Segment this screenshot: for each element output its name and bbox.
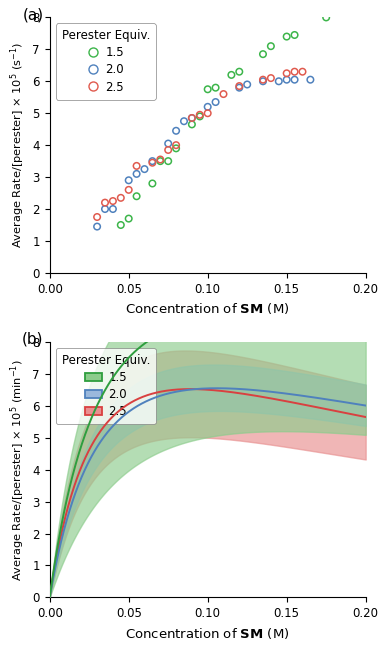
Point bbox=[189, 119, 195, 130]
Point bbox=[260, 49, 266, 59]
Point bbox=[110, 196, 116, 206]
Point bbox=[236, 66, 242, 77]
Point bbox=[165, 138, 171, 149]
Point bbox=[197, 110, 203, 120]
Point bbox=[126, 214, 132, 224]
Point bbox=[149, 158, 156, 168]
Point bbox=[102, 197, 108, 208]
Point bbox=[134, 161, 140, 171]
Point bbox=[268, 73, 274, 83]
Point bbox=[212, 82, 219, 93]
Point bbox=[118, 220, 124, 230]
Point bbox=[173, 126, 179, 136]
Legend: 1.5, 2.0, 2.5: 1.5, 2.0, 2.5 bbox=[56, 23, 156, 99]
Point bbox=[126, 175, 132, 186]
Point bbox=[284, 75, 290, 85]
Point bbox=[291, 30, 298, 40]
Point bbox=[173, 143, 179, 154]
Point bbox=[157, 156, 163, 166]
Point bbox=[134, 169, 140, 179]
Point bbox=[118, 193, 124, 203]
Text: (b): (b) bbox=[22, 332, 43, 347]
Point bbox=[260, 76, 266, 86]
Point bbox=[165, 145, 171, 155]
Point bbox=[220, 89, 226, 99]
Point bbox=[291, 66, 298, 77]
Point bbox=[236, 81, 242, 92]
Point bbox=[110, 204, 116, 214]
Point bbox=[102, 204, 108, 214]
Point bbox=[165, 156, 171, 166]
Point bbox=[323, 12, 329, 23]
Point bbox=[307, 75, 313, 85]
Point bbox=[181, 116, 187, 127]
Point bbox=[300, 66, 306, 77]
Point bbox=[141, 164, 147, 175]
Point bbox=[205, 84, 211, 95]
Legend: 1.5, 2.0, 2.5: 1.5, 2.0, 2.5 bbox=[56, 348, 156, 424]
Point bbox=[291, 75, 298, 85]
X-axis label: Concentration of $\mathbf{SM}$ (M): Concentration of $\mathbf{SM}$ (M) bbox=[125, 626, 290, 641]
Point bbox=[228, 69, 235, 80]
Point bbox=[189, 113, 195, 123]
Point bbox=[205, 102, 211, 112]
Point bbox=[236, 82, 242, 93]
Point bbox=[94, 221, 100, 232]
Text: (a): (a) bbox=[22, 7, 43, 22]
Point bbox=[276, 76, 282, 86]
Point bbox=[149, 156, 156, 166]
Point bbox=[126, 185, 132, 195]
Point bbox=[268, 41, 274, 51]
Point bbox=[173, 140, 179, 151]
Y-axis label: Average Rate/[perester] $\times$ 10$^5$ (min$^{-1}$): Average Rate/[perester] $\times$ 10$^5$ … bbox=[9, 359, 27, 581]
Point bbox=[212, 97, 219, 107]
Y-axis label: Average Rate/[perester] $\times$ 10$^5$ (s$^{-1}$): Average Rate/[perester] $\times$ 10$^5$ … bbox=[9, 42, 27, 249]
Point bbox=[134, 191, 140, 201]
X-axis label: Concentration of $\mathbf{SM}$ (M): Concentration of $\mathbf{SM}$ (M) bbox=[125, 301, 290, 316]
Point bbox=[189, 113, 195, 123]
Point bbox=[284, 68, 290, 79]
Point bbox=[205, 108, 211, 118]
Point bbox=[244, 79, 250, 90]
Point bbox=[94, 212, 100, 222]
Point bbox=[284, 31, 290, 42]
Point bbox=[197, 111, 203, 121]
Point bbox=[149, 178, 156, 189]
Point bbox=[157, 154, 163, 165]
Point bbox=[260, 75, 266, 85]
